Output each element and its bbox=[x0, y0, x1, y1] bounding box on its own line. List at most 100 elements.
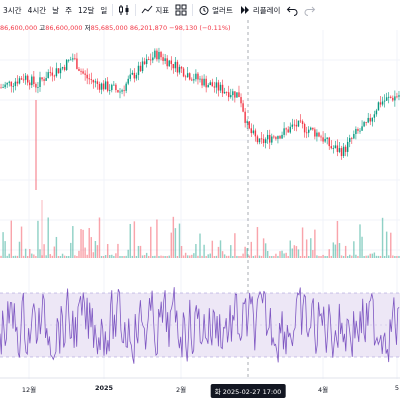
candle bbox=[104, 81, 107, 90]
volume-bar bbox=[55, 236, 58, 258]
volume-bar bbox=[219, 240, 222, 258]
candle bbox=[145, 59, 148, 65]
volume-bar bbox=[379, 255, 382, 258]
candle bbox=[242, 103, 244, 112]
volume-bar bbox=[12, 255, 15, 258]
volume-bar bbox=[281, 250, 283, 258]
candle bbox=[6, 82, 8, 85]
volume-bar bbox=[394, 256, 396, 258]
volume-bar bbox=[195, 244, 197, 258]
volume-bar bbox=[131, 255, 134, 258]
volume-bar bbox=[365, 255, 367, 258]
volume-bar bbox=[63, 255, 66, 258]
volume-bar bbox=[10, 220, 12, 258]
candle bbox=[127, 78, 129, 84]
candle bbox=[0, 87, 2, 89]
volume-bar bbox=[346, 255, 349, 258]
candle bbox=[45, 78, 47, 81]
volume-bar bbox=[254, 255, 257, 258]
volume-bar bbox=[78, 250, 80, 258]
volume-bar bbox=[84, 247, 86, 258]
volume-bar bbox=[283, 253, 285, 258]
alert-button[interactable]: 얼러트 bbox=[195, 4, 236, 16]
volume-bar bbox=[8, 253, 10, 258]
volume-bar bbox=[234, 233, 236, 258]
replay-button[interactable]: 리플레이 bbox=[236, 4, 284, 16]
volume-bar bbox=[340, 255, 343, 258]
volume-bar bbox=[162, 255, 164, 258]
volume-bar bbox=[115, 253, 117, 258]
interval-3h[interactable]: 3시간 bbox=[3, 5, 22, 15]
price-chart[interactable] bbox=[0, 0, 400, 379]
candle bbox=[246, 121, 248, 123]
candle bbox=[88, 78, 90, 80]
candle bbox=[240, 97, 242, 104]
candle bbox=[305, 132, 308, 134]
interval-week[interactable]: 주 bbox=[65, 5, 72, 15]
volume-bar bbox=[328, 249, 330, 258]
volume-bar bbox=[361, 236, 363, 258]
candle bbox=[211, 82, 214, 87]
redo-button[interactable] bbox=[301, 4, 319, 16]
candle bbox=[143, 61, 146, 65]
interval-day[interactable]: 날 bbox=[52, 5, 60, 15]
volume-bar bbox=[26, 255, 29, 258]
candle bbox=[129, 74, 131, 79]
candle bbox=[82, 71, 84, 74]
candle bbox=[299, 120, 302, 122]
volume-bar bbox=[106, 244, 109, 258]
candle bbox=[51, 72, 54, 76]
candle bbox=[139, 65, 142, 72]
volume-bar bbox=[316, 255, 318, 258]
volume-bar bbox=[182, 255, 185, 258]
candle bbox=[123, 90, 125, 92]
candle bbox=[94, 81, 97, 83]
candle bbox=[283, 128, 285, 135]
volume-bar bbox=[246, 248, 248, 258]
interval-12m[interactable]: 12달 bbox=[77, 5, 95, 15]
volume-bar bbox=[293, 245, 296, 258]
candle bbox=[193, 79, 195, 81]
layout-button[interactable] bbox=[172, 4, 190, 16]
volume-bar bbox=[230, 245, 232, 258]
candle bbox=[236, 92, 238, 98]
indicators-button[interactable]: 지표 bbox=[138, 4, 172, 16]
candle bbox=[61, 67, 64, 69]
volume-bar bbox=[398, 255, 400, 258]
volume-bar bbox=[49, 254, 51, 258]
toolbar-divider bbox=[112, 4, 114, 16]
volume-bar bbox=[82, 229, 84, 258]
volume-bar bbox=[324, 255, 326, 258]
undo-button[interactable] bbox=[283, 4, 301, 16]
volume-bar bbox=[197, 255, 199, 258]
candle bbox=[338, 148, 341, 152]
volume-bar bbox=[349, 254, 351, 258]
candle bbox=[14, 81, 17, 86]
candle bbox=[160, 51, 162, 58]
volume-bar bbox=[305, 239, 308, 258]
volume-bar bbox=[355, 254, 357, 258]
ohlc-close: 86,201,870 bbox=[129, 24, 168, 32]
volume-bar bbox=[373, 252, 376, 258]
candle bbox=[383, 100, 386, 102]
candle bbox=[385, 97, 388, 101]
volume-bar bbox=[238, 255, 240, 258]
candle bbox=[100, 83, 103, 90]
volume-bar bbox=[72, 226, 74, 258]
candle bbox=[31, 76, 33, 86]
candle bbox=[266, 134, 269, 140]
candle bbox=[225, 91, 228, 93]
candle bbox=[285, 128, 287, 130]
volume-bar bbox=[318, 255, 320, 258]
candle bbox=[26, 75, 29, 83]
candle bbox=[369, 117, 371, 122]
candle bbox=[111, 84, 113, 91]
chart-type-button[interactable] bbox=[115, 4, 133, 16]
interval-misc[interactable]: 일 bbox=[100, 5, 108, 15]
candle bbox=[361, 126, 363, 131]
candle bbox=[260, 138, 263, 140]
interval-4h[interactable]: 4시간 bbox=[27, 5, 47, 15]
volume-bar bbox=[178, 223, 181, 258]
candle bbox=[336, 145, 339, 152]
candle bbox=[287, 129, 289, 133]
